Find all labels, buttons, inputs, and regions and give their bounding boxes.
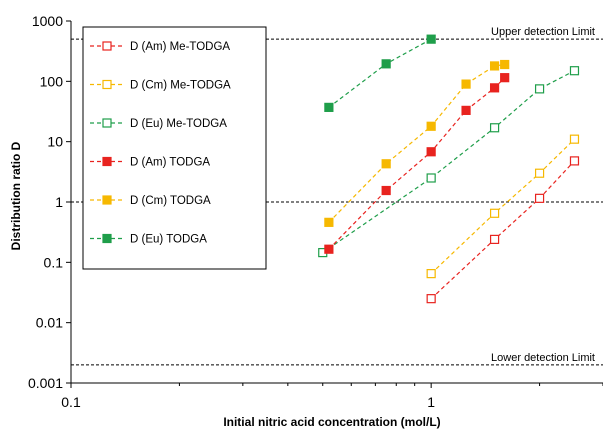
data-point: [489, 61, 500, 71]
data-point: [381, 185, 391, 196]
data-point: [461, 79, 471, 89]
legend-label: D (Eu) TODGA: [130, 234, 207, 246]
data-point: [324, 217, 334, 227]
series-2: [318, 66, 580, 258]
x-tick-label: 0.1: [61, 394, 81, 410]
data-point: [569, 66, 580, 76]
data-point: [381, 59, 391, 69]
y-tick-label: 0.1: [44, 254, 64, 270]
y-tick-label: 1: [55, 194, 63, 210]
series-1: [426, 134, 580, 279]
legend-marker: [102, 195, 112, 205]
data-point: [426, 34, 436, 44]
legend-marker: [102, 156, 112, 167]
data-point: [534, 193, 545, 203]
data-point: [500, 59, 510, 70]
legend-marker: [102, 118, 112, 128]
data-point: [324, 102, 334, 112]
series-line: [430, 160, 575, 300]
series-line: [430, 138, 575, 275]
legend-label: D (Am) TODGA: [130, 157, 210, 169]
legend-label: D (Am) Me-TODGA: [130, 41, 230, 53]
legend-box: [82, 26, 267, 270]
reference-line-label: Upper detection Limit: [491, 26, 595, 38]
data-point: [324, 244, 334, 254]
data-point: [426, 294, 436, 304]
data-point: [426, 269, 436, 279]
data-point: [426, 173, 436, 183]
reference-line-label: Lower detection Limit: [491, 352, 595, 364]
data-point: [534, 168, 545, 178]
y-tick-label: 0.001: [28, 375, 63, 391]
y-tick-label: 1000: [32, 13, 63, 29]
data-point: [489, 208, 500, 218]
legend-label: D (Cm) TODGA: [130, 195, 211, 207]
data-point: [569, 156, 580, 166]
legend-label: D (Cm) Me-TODGA: [130, 80, 231, 92]
data-point: [381, 159, 391, 169]
data-point: [426, 121, 436, 131]
data-point: [534, 84, 545, 94]
y-tick-label: 10: [47, 134, 63, 150]
data-point: [500, 73, 510, 83]
data-point: [489, 83, 500, 93]
data-point: [489, 123, 500, 133]
data-point: [461, 105, 471, 115]
series-3: [324, 73, 510, 254]
data-point: [426, 147, 436, 157]
series-4: [324, 59, 510, 227]
series-5: [324, 34, 436, 112]
data-point: [489, 234, 500, 244]
legend-label: D (Eu) Me-TODGA: [130, 118, 227, 130]
y-tick-label: 100: [40, 73, 64, 89]
x-tick-label: 1: [427, 394, 435, 410]
legend-marker: [102, 79, 112, 90]
y-tick-label: 0.01: [36, 315, 63, 331]
data-point: [569, 134, 580, 144]
legend-marker: [102, 233, 112, 244]
x-axis-label: Initial nitric acid concentration (mol/L…: [223, 415, 440, 429]
series-0: [426, 156, 580, 304]
y-axis-label: Distribution ratio D: [9, 141, 23, 250]
legend-marker: [102, 41, 112, 51]
